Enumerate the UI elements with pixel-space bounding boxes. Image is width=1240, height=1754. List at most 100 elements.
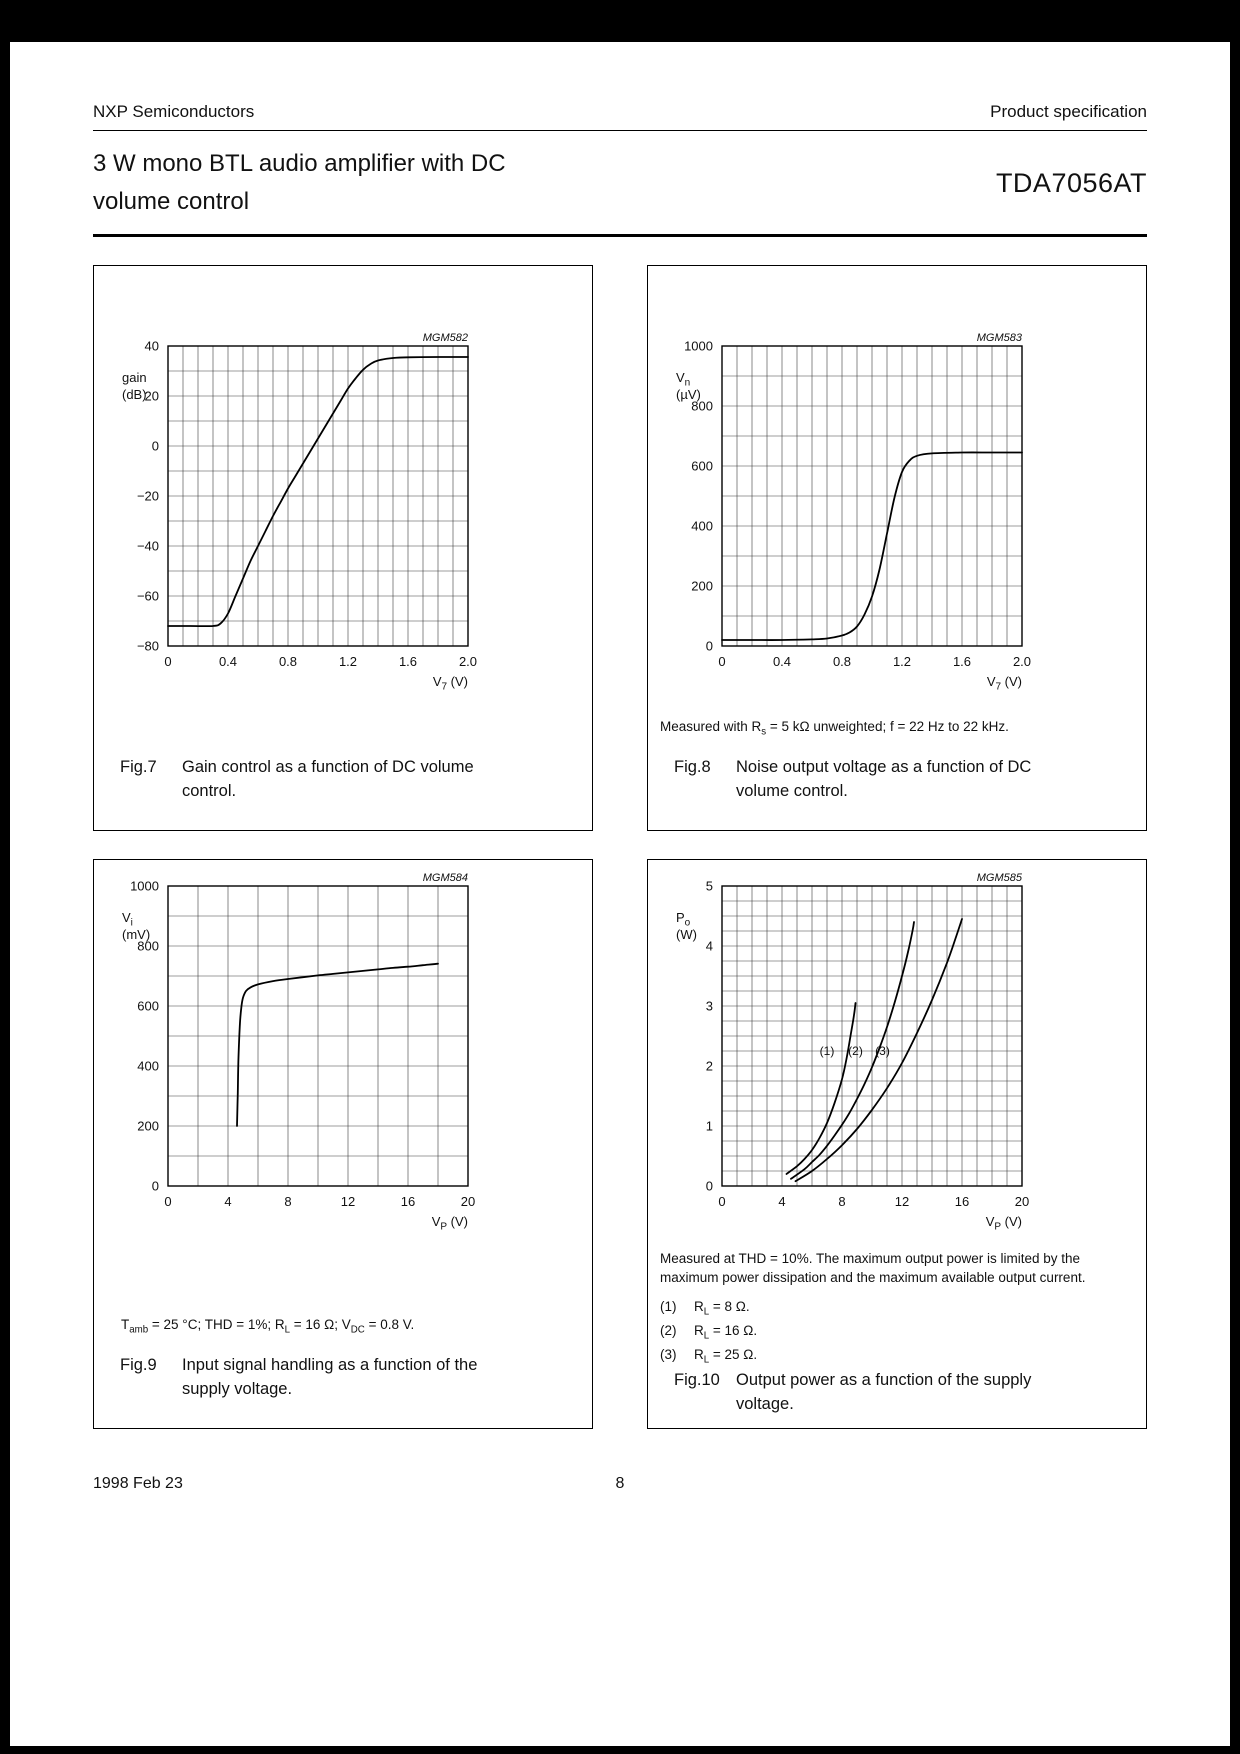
svg-text:20: 20 <box>461 1194 475 1209</box>
document-title: 3 W mono BTL audio amplifier with DC vol… <box>93 145 506 222</box>
svg-text:400: 400 <box>137 1058 159 1073</box>
fig9-caption: Fig.9 Input signal handling as a functio… <box>120 1354 592 1402</box>
figure-grid: 0 0.4 0.8 1.2 1.6 2.0 −80 −60 −40 −20 0 20 40 MGM582 g… <box>93 264 1147 1429</box>
vendor-name: NXP Semiconductors <box>93 102 255 121</box>
fig10-power-chart: 0 4 8 12 16 20 0 1 2 3 4 5 MGM585 Po (W) VP (V) (1) (2) (3… <box>664 868 1146 1235</box>
svg-text:MGM584: MGM584 <box>423 872 468 884</box>
fig7-caption: Fig.7 Gain control as a function of DC v… <box>120 756 592 804</box>
legend-2-text: RL = 16 Ω. <box>694 1323 758 1342</box>
svg-text:2: 2 <box>706 1058 713 1073</box>
svg-text:200: 200 <box>691 578 713 593</box>
spec-type-label: Product specification <box>990 102 1147 121</box>
legend-2-num: (2) <box>660 1323 677 1339</box>
title-divider <box>93 233 1147 237</box>
footer-date: 1998 Feb 23 <box>93 1474 183 1492</box>
legend-row-3: (3) RL = 25 Ω. <box>660 1344 1146 1368</box>
svg-text:Vi: Vi <box>122 910 133 929</box>
svg-text:−20: −20 <box>137 488 159 503</box>
fig9-note: Tamb = 25 °C; THD = 1%; RL = 16 Ω; VDC =… <box>121 1317 415 1336</box>
fig8-label: Fig.8 <box>674 757 711 776</box>
svg-text:200: 200 <box>137 1118 159 1133</box>
svg-text:0.4: 0.4 <box>773 654 791 669</box>
svg-text:0: 0 <box>164 654 171 669</box>
svg-text:Po: Po <box>676 910 691 929</box>
fig9-label: Fig.9 <box>120 1355 157 1374</box>
svg-text:1.6: 1.6 <box>953 654 971 669</box>
datasheet-page: NXP Semiconductors Product specification… <box>10 42 1230 1746</box>
svg-text:4: 4 <box>224 1194 231 1209</box>
svg-text:12: 12 <box>895 1194 909 1209</box>
svg-text:2.0: 2.0 <box>1013 654 1031 669</box>
fig10-caption: Fig.10 Output power as a function of the… <box>674 1369 1146 1417</box>
svg-text:0: 0 <box>152 1178 159 1193</box>
svg-text:4: 4 <box>778 1194 785 1209</box>
legend-row-2: (2) RL = 16 Ω. <box>660 1320 1146 1344</box>
svg-text:V7 (V): V7 (V) <box>433 674 468 690</box>
legend-3-num: (3) <box>660 1347 677 1363</box>
svg-text:−80: −80 <box>137 638 159 653</box>
svg-text:3: 3 <box>706 998 713 1013</box>
svg-text:0: 0 <box>718 1194 725 1209</box>
svg-text:VP (V): VP (V) <box>986 1214 1022 1230</box>
fig9-caption-text: Input signal handling as a function of t… <box>182 1355 478 1398</box>
svg-text:0.8: 0.8 <box>279 654 297 669</box>
svg-text:MGM582: MGM582 <box>423 332 468 344</box>
svg-text:600: 600 <box>691 458 713 473</box>
fig8-noise-chart: 0 0.4 0.8 1.2 1.6 2.0 0 200 400 600 800 1000 MGM583 V… <box>664 328 1146 695</box>
fig9-input-chart: 0 4 8 12 16 20 0 200 400 600 800 1000 MGM584 Vi (mV) VP… <box>110 868 592 1235</box>
figure-10-box: 0 4 8 12 16 20 0 1 2 3 4 5 MGM585 Po (W) VP (V) (1) (2) (3… <box>647 858 1147 1429</box>
svg-text:(dB): (dB) <box>122 387 147 402</box>
svg-text:V7 (V): V7 (V) <box>987 674 1022 690</box>
svg-text:0.8: 0.8 <box>833 654 851 669</box>
svg-text:1.6: 1.6 <box>399 654 417 669</box>
svg-text:800: 800 <box>691 398 713 413</box>
svg-text:0: 0 <box>706 638 713 653</box>
svg-text:0: 0 <box>164 1194 171 1209</box>
svg-text:16: 16 <box>955 1194 969 1209</box>
svg-text:VP (V): VP (V) <box>432 1214 468 1230</box>
svg-text:0: 0 <box>706 1178 713 1193</box>
part-number: TDA7056AT <box>995 167 1147 198</box>
legend-1-text: RL = 8 Ω. <box>694 1298 750 1318</box>
svg-text:8: 8 <box>838 1194 845 1209</box>
svg-text:0.4: 0.4 <box>219 654 237 669</box>
svg-text:20: 20 <box>145 388 159 403</box>
fig10-caption-text: Output power as a function of the supply… <box>736 1370 1032 1413</box>
svg-text:(mV): (mV) <box>122 927 150 942</box>
svg-text:(µV): (µV) <box>676 387 701 402</box>
legend-3-text: RL = 25 Ω. <box>694 1347 758 1367</box>
svg-text:1000: 1000 <box>684 338 713 353</box>
svg-text:8: 8 <box>284 1194 291 1209</box>
svg-text:−60: −60 <box>137 588 159 603</box>
fig7-gain-chart: 0 0.4 0.8 1.2 1.6 2.0 −80 −60 −40 −20 0 20 40 MGM582 g… <box>110 328 592 695</box>
svg-text:12: 12 <box>341 1194 355 1209</box>
svg-text:MGM585: MGM585 <box>977 872 1023 884</box>
svg-text:4: 4 <box>706 938 713 953</box>
svg-text:1.2: 1.2 <box>893 654 911 669</box>
fig8-note: Measured with Rs = 5 kΩ unweighted; f = … <box>660 719 1009 738</box>
svg-text:Vn: Vn <box>676 370 690 389</box>
svg-text:−40: −40 <box>137 538 159 553</box>
svg-text:(1): (1) <box>820 1044 835 1058</box>
svg-text:1000: 1000 <box>130 878 159 893</box>
footer-page-number: 8 <box>615 1474 625 1492</box>
figure-7-box: 0 0.4 0.8 1.2 1.6 2.0 −80 −60 −40 −20 0 20 40 MGM582 g… <box>93 264 593 831</box>
svg-text:600: 600 <box>137 998 159 1013</box>
fig8-caption: Fig.8 Noise output voltage as a function… <box>674 756 1146 804</box>
fig7-caption-text: Gain control as a function of DC volume … <box>182 757 474 800</box>
fig8-caption-text: Noise output voltage as a function of DC… <box>736 757 1032 800</box>
figure-9-box: 0 4 8 12 16 20 0 200 400 600 800 1000 MGM584 Vi (mV) VP… <box>93 858 593 1429</box>
svg-text:1: 1 <box>706 1118 713 1133</box>
svg-text:0: 0 <box>718 654 725 669</box>
fig7-label: Fig.7 <box>120 757 157 776</box>
legend-1-num: (1) <box>660 1298 677 1314</box>
svg-text:gain: gain <box>122 370 147 385</box>
svg-text:2.0: 2.0 <box>459 654 477 669</box>
fig10-legend: (1) RL = 8 Ω. (2) RL = 16 Ω. (3) RL = 25… <box>660 1296 1146 1369</box>
svg-text:16: 16 <box>401 1194 415 1209</box>
fig10-note: Measured at THD = 10%. The maximum outpu… <box>660 1250 1086 1286</box>
svg-text:MGM583: MGM583 <box>977 332 1023 344</box>
fig10-label: Fig.10 <box>674 1370 720 1389</box>
document-header: NXP Semiconductors Product specification <box>93 102 1147 131</box>
svg-text:1.2: 1.2 <box>339 654 357 669</box>
